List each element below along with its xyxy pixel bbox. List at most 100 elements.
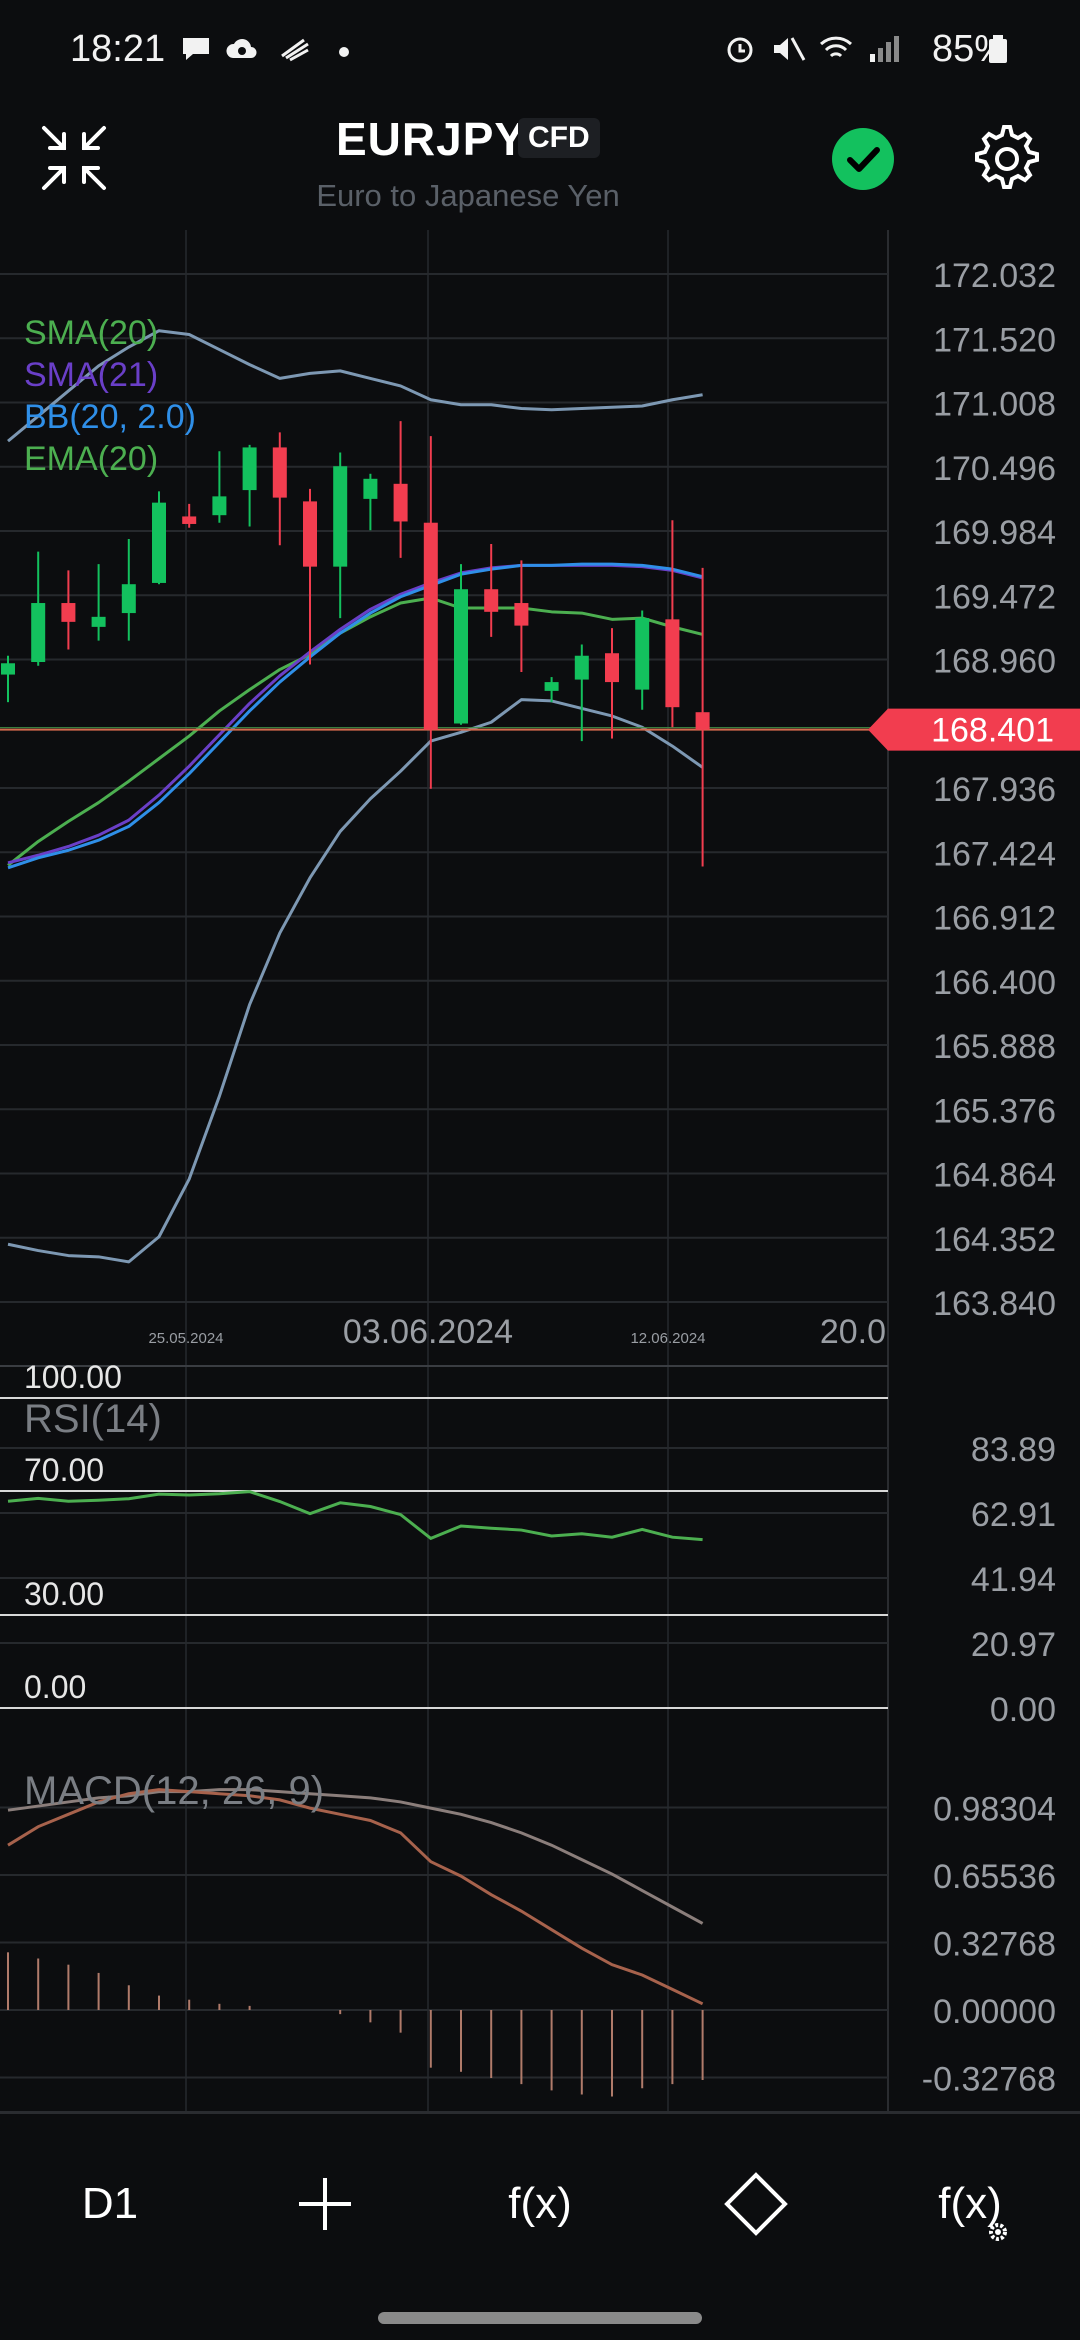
instrument-type-badge: CFD [518,118,600,158]
candle-body [1,663,15,675]
macd-tick-label: 0.98304 [933,1791,1056,1829]
indicators-button[interactable]: f(x) [460,2114,620,2294]
bb-lower-line [7,698,704,1264]
add-button[interactable] [245,2114,405,2294]
symbol-title[interactable]: EURJPY [336,113,527,165]
battery-icon [989,35,1007,63]
home-indicator[interactable] [378,2312,702,2324]
candle-body [182,516,197,524]
macd-tick-label: 0.65536 [933,1858,1056,1896]
macd-tick-label: 0.32768 [933,1926,1056,1964]
current-price-label: 168.401 [931,712,1054,750]
rsi-level-label: 70.00 [24,1452,104,1488]
macd-title: MACD(12, 26, 9) [24,1769,324,1813]
bb-upper-line [7,329,703,443]
candle-body [665,619,680,708]
ema20-line [7,596,703,867]
price-tick-label: 171.008 [933,386,1056,424]
price-tick-label: 172.032 [933,257,1056,295]
price-tick-label: 164.352 [933,1221,1056,1259]
legend-entry: EMA(20) [24,440,158,478]
price-tick-label: 164.864 [933,1157,1056,1195]
price-tick-label: 171.520 [933,321,1056,359]
rsi-tick-label: 20.97 [971,1626,1056,1664]
candle-body [91,616,106,627]
candle-body [544,682,559,691]
indicator-settings-label: f(x) [938,2179,1002,2228]
symbol-description: Euro to Japanese Yen [316,178,620,213]
timeframe-button[interactable]: D1 [30,2114,190,2294]
gear-icon[interactable] [972,124,1042,194]
signal-icon [870,36,899,62]
price-tick-label: 165.376 [933,1092,1056,1130]
candle-body [31,603,46,663]
rsi-title: RSI(14) [24,1397,162,1441]
rsi-tick-label: 83.89 [971,1431,1056,1469]
indicators-label: f(x) [508,2179,572,2228]
app-notification-icon [281,38,309,62]
price-tick-label: 167.936 [933,771,1056,809]
candle-body [695,712,710,730]
plus-icon [299,2178,351,2230]
chat-bubble-icon [183,38,209,60]
date-label: 12.06.2024 [630,1330,705,1347]
alarm-icon [727,37,753,63]
candle-body [393,483,408,522]
legend-entry: SMA(21) [24,356,158,394]
indicator-settings-button[interactable]: f(x) [890,2114,1050,2294]
small-gear-icon [989,2223,1007,2241]
macd-tick-label: -0.32768 [922,2061,1056,2099]
rsi-level-label: 30.00 [24,1576,104,1612]
sma20-line [7,562,703,870]
candle-body [303,501,317,567]
candle-body [152,502,166,583]
dot-icon [339,47,349,57]
candle-body [484,589,499,612]
timeframe-label: D1 [81,2179,139,2228]
collapse-icon[interactable] [38,122,110,194]
candle-body [121,584,136,614]
legend-entry: SMA(20) [24,314,158,352]
rsi-line [7,1490,703,1542]
price-tick-label: 167.424 [933,835,1056,873]
candle-body [574,655,589,680]
candle-body [61,603,76,622]
cloud-sync-icon [226,39,257,58]
rsi-level-label: 100.00 [24,1359,122,1395]
mute-icon [774,37,806,61]
candle-body [363,478,378,499]
rsi-level-label: 0.00 [24,1669,86,1705]
price-tick-label: 169.984 [933,514,1056,552]
price-tick-label: 166.912 [933,900,1056,938]
candle-body [514,603,529,626]
candle-body [272,447,287,498]
drawing-tools-button[interactable] [676,2114,836,2294]
bottom-toolbar: D1 f(x) f(x) [0,2112,1080,2294]
rsi-tick-label: 62.91 [971,1496,1056,1534]
price-tick-label: 168.960 [933,643,1056,681]
candle-body [333,466,348,567]
candle-body [242,447,257,491]
candle-body [605,653,619,683]
macd-tick-label: 0.00000 [933,1993,1056,2031]
status-time: 18:21 [70,28,166,70]
candle-body [212,496,227,516]
diamond-icon [724,2172,788,2236]
connection-status-button[interactable] [832,128,894,190]
wifi-icon [819,36,853,58]
chart-area[interactable]: 172.032 171.520 171.008 170.496 169.984 169.4… [0,230,1080,2112]
price-tick-label: 163.840 [933,1285,1056,1323]
legend-entry: BB(20, 2.0) [24,398,196,436]
date-label: 03.06.2024 [343,1313,513,1351]
price-tick-label: 165.888 [933,1028,1056,1066]
price-tick-label: 166.400 [933,964,1056,1002]
candle-body [454,589,468,724]
check-icon [847,147,880,172]
candle-body [423,522,438,730]
date-label: 25.05.2024 [148,1330,223,1347]
price-tick-label: 170.496 [933,450,1056,488]
date-label: 20.0 [820,1313,886,1351]
price-tick-label: 169.472 [933,578,1056,616]
macd-line [7,1788,704,2006]
rsi-tick-label: 0.00 [990,1691,1056,1729]
